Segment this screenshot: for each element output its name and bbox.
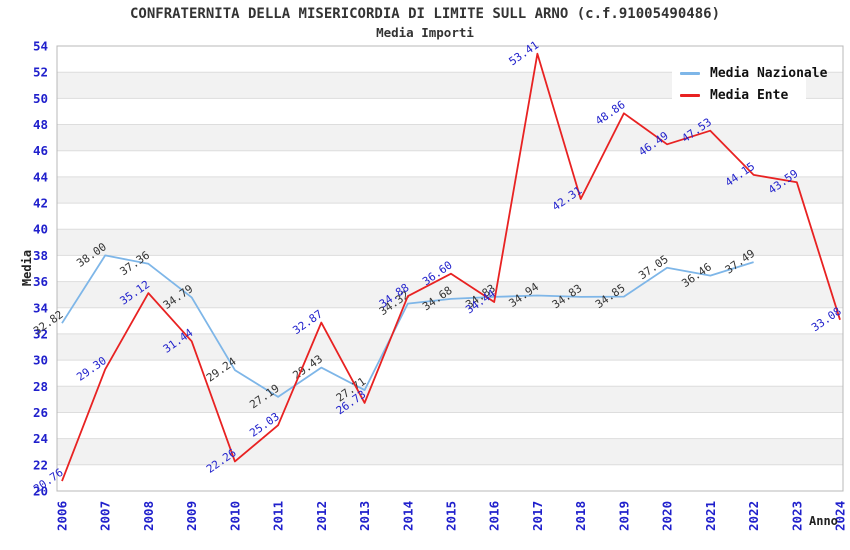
- legend-label-media-nazionale: Media Nazionale: [710, 65, 828, 81]
- y-axis-ticks: 20 22 24 26 28 30 32 34 36 38 40 42 44 46 48 50 52 54: [33, 39, 48, 499]
- svg-text:48: 48: [33, 117, 48, 132]
- y-axis-title: Media: [20, 249, 34, 287]
- media-ente-line-swatch: [680, 93, 700, 97]
- svg-text:44: 44: [33, 169, 48, 184]
- svg-text:2017: 2017: [530, 501, 545, 531]
- svg-text:24: 24: [33, 431, 48, 446]
- svg-text:2016: 2016: [487, 501, 502, 531]
- svg-text:42: 42: [33, 196, 48, 211]
- svg-text:2022: 2022: [746, 501, 761, 531]
- series-media-nazionale: [61, 254, 754, 398]
- svg-text:40: 40: [33, 222, 48, 237]
- svg-text:32: 32: [33, 326, 48, 341]
- svg-text:2007: 2007: [98, 501, 113, 531]
- svg-text:36: 36: [33, 274, 48, 289]
- svg-text:2013: 2013: [357, 501, 372, 531]
- legend-item-media-nazionale: Media Nazionale: [680, 65, 827, 81]
- svg-text:2018: 2018: [573, 501, 588, 531]
- svg-text:52: 52: [33, 65, 48, 80]
- legend-label-media-ente: Media Ente: [710, 87, 789, 103]
- plot-border: [56, 45, 844, 492]
- x-axis-title: Anno: [809, 514, 838, 528]
- svg-text:2006: 2006: [55, 501, 70, 531]
- svg-text:2023: 2023: [789, 501, 804, 531]
- svg-text:20: 20: [33, 484, 48, 499]
- svg-text:46: 46: [33, 143, 48, 158]
- svg-text:26: 26: [33, 405, 48, 420]
- svg-text:2021: 2021: [703, 501, 718, 531]
- svg-text:30: 30: [33, 353, 48, 368]
- svg-text:38: 38: [33, 248, 48, 263]
- chart-subtitle: Media Importi: [376, 25, 474, 40]
- legend-item-media-ente: Media Ente: [680, 87, 800, 103]
- media-ente-line: [61, 52, 841, 482]
- legend: Media Nazionale Media Ente: [672, 56, 827, 112]
- plot-bands: [57, 46, 843, 491]
- svg-text:2012: 2012: [314, 501, 329, 531]
- svg-text:2011: 2011: [271, 501, 286, 531]
- svg-text:2019: 2019: [616, 501, 631, 531]
- svg-text:22: 22: [33, 457, 48, 472]
- svg-text:2024: 2024: [833, 501, 848, 531]
- svg-text:2010: 2010: [227, 501, 242, 531]
- svg-text:34: 34: [33, 300, 48, 315]
- svg-text:2015: 2015: [444, 501, 459, 531]
- chart-title: CONFRATERNITA DELLA MISERICORDIA DI LIMI…: [129, 6, 720, 22]
- media-nazionale-line: [61, 254, 754, 398]
- svg-text:2020: 2020: [660, 501, 675, 531]
- series-media-ente: [61, 52, 841, 482]
- svg-text:50: 50: [33, 91, 48, 106]
- svg-text:54: 54: [33, 39, 48, 54]
- svg-text:2014: 2014: [400, 501, 415, 531]
- x-axis-ticks: 2006 2007 2008 2009 2010 2011 2012 2013 2014 2015…: [55, 501, 848, 531]
- media-nazionale-line-swatch: [680, 71, 700, 75]
- svg-text:28: 28: [33, 379, 48, 394]
- svg-text:2008: 2008: [141, 501, 156, 531]
- svg-text:2009: 2009: [184, 501, 199, 531]
